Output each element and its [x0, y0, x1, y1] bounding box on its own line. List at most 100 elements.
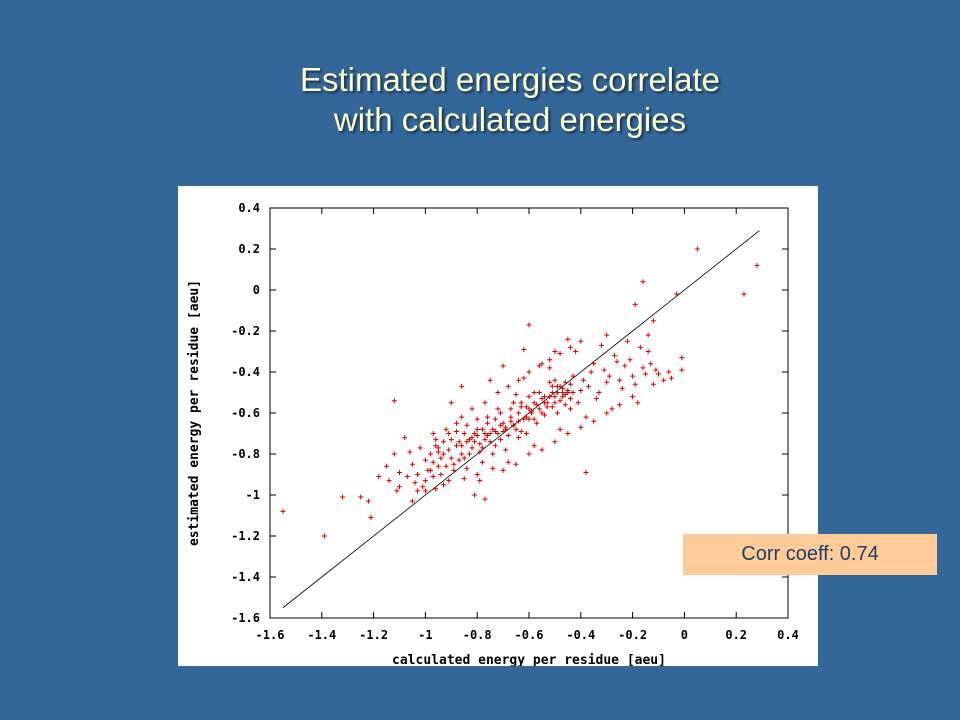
data-point: [448, 437, 454, 443]
data-point: [624, 338, 630, 344]
data-point: [459, 451, 465, 457]
data-point: [498, 422, 504, 428]
y-tick-label: -1.2: [231, 529, 260, 543]
data-point: [490, 426, 496, 432]
data-point: [433, 486, 439, 492]
data-point: [365, 498, 371, 504]
data-point: [500, 467, 506, 473]
data-point: [321, 533, 327, 539]
data-point: [430, 474, 436, 480]
data-point: [479, 445, 485, 451]
data-point: [632, 301, 638, 307]
data-point: [474, 416, 480, 422]
data-point: [521, 375, 527, 381]
y-axis-ticks: 0.4 0.2 0 -0.2 -0.4 -0.6 -0.8 -1 -1.2 -1.4 -1.6: [231, 201, 788, 625]
data-point: [622, 363, 628, 369]
data-point: [593, 396, 599, 402]
data-point: [640, 365, 646, 371]
scatter-plot: 0.4 0.2 0 -0.2 -0.4 -0.6 -0.8 -1 -1.2 -1.4 -1.6 -1…: [187, 201, 799, 666]
data-point: [451, 461, 457, 467]
data-point: [433, 437, 439, 443]
data-point: [404, 474, 410, 480]
y-tick-label: -0.4: [231, 365, 260, 379]
data-point: [466, 451, 472, 457]
data-point: [425, 467, 431, 473]
data-point: [420, 484, 426, 490]
data-point: [565, 390, 571, 395]
data-point: [565, 431, 571, 436]
data-point: [547, 365, 553, 371]
data-point: [498, 410, 504, 416]
data-point: [448, 400, 454, 406]
data-point: [643, 371, 649, 377]
data-point: [645, 332, 651, 338]
data-point: [428, 451, 434, 457]
data-point: [513, 392, 519, 398]
data-point: [526, 394, 532, 400]
data-point: [474, 433, 480, 439]
data-point: [586, 383, 592, 389]
data-point: [591, 418, 597, 424]
data-point: [482, 400, 488, 406]
data-point: [604, 332, 610, 338]
data-point: [580, 377, 586, 383]
data-point: [630, 373, 636, 379]
data-point: [490, 465, 496, 471]
data-point: [443, 426, 449, 432]
data-point: [469, 435, 475, 441]
data-point: [604, 410, 610, 416]
data-point: [508, 414, 514, 420]
data-point: [601, 367, 607, 373]
data-point: [397, 484, 402, 490]
data-point: [456, 457, 462, 463]
y-tick-label: -1: [246, 488, 260, 502]
data-point: [487, 439, 493, 445]
data-point: [422, 488, 428, 494]
data-point: [472, 492, 478, 498]
slide-title-line-2: with calculated energies: [333, 101, 687, 138]
data-point: [500, 363, 506, 369]
data-point: [544, 400, 550, 406]
data-point: [500, 420, 506, 426]
data-point: [433, 443, 439, 449]
data-point: [384, 463, 390, 469]
data-point: [472, 439, 478, 445]
data-point: [611, 353, 617, 359]
data-point: [539, 410, 545, 416]
x-tick-label: -1.4: [307, 628, 336, 642]
data-point: [479, 426, 485, 432]
data-point: [565, 336, 571, 342]
data-point: [521, 346, 527, 352]
data-point: [516, 435, 522, 441]
data-point: [443, 463, 449, 469]
data-point: [479, 459, 485, 465]
data-point: [451, 467, 457, 473]
y-tick-label: -1.6: [231, 611, 260, 625]
data-point: [650, 318, 656, 324]
data-point: [482, 431, 488, 436]
data-point: [422, 478, 428, 484]
data-point: [632, 381, 638, 387]
data-point: [430, 431, 436, 436]
x-tick-label: -1.2: [359, 628, 388, 642]
data-point: [539, 361, 545, 367]
data-point: [441, 482, 447, 488]
data-point: [575, 400, 581, 406]
data-point: [407, 449, 413, 455]
data-point: [526, 322, 532, 328]
data-point: [456, 439, 462, 445]
data-point: [637, 344, 643, 350]
data-point: [531, 416, 537, 422]
data-point: [552, 349, 558, 354]
data-point: [526, 369, 532, 375]
data-point: [409, 461, 415, 467]
data-point: [557, 398, 563, 404]
data-point: [402, 435, 408, 441]
data-point: [477, 478, 483, 484]
data-point: [441, 451, 447, 457]
data-point: [567, 381, 573, 387]
data-point: [645, 349, 651, 354]
data-point: [523, 404, 529, 410]
data-point: [435, 445, 441, 451]
data-point: [542, 412, 548, 418]
